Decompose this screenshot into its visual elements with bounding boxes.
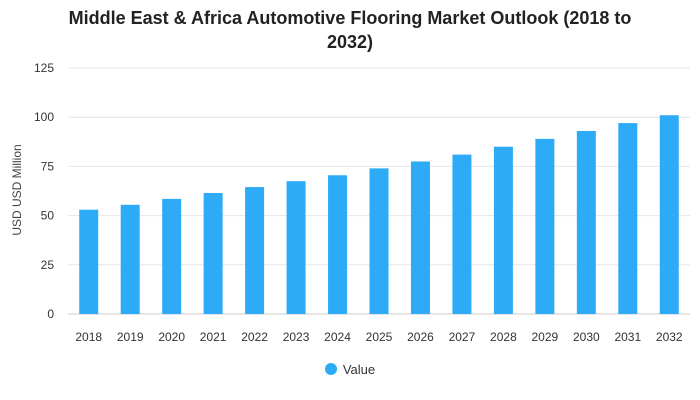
x-tick-label: 2024: [324, 330, 351, 344]
legend-swatch: [324, 363, 337, 375]
bar[interactable]: [535, 138, 555, 314]
y-tick-label: 125: [34, 61, 54, 75]
bar[interactable]: [618, 123, 638, 314]
bar[interactable]: [328, 175, 348, 314]
y-tick-labels: 0 25 50 75 100 125: [34, 61, 54, 321]
bar[interactable]: [452, 154, 472, 314]
y-tick-label: 100: [34, 110, 54, 124]
x-tick-label: 2028: [490, 330, 517, 344]
bar[interactable]: [120, 204, 140, 314]
bar[interactable]: [659, 115, 679, 315]
bars: [79, 115, 679, 315]
x-tick-label: 2020: [158, 330, 185, 344]
x-tick-label: 2031: [614, 330, 641, 344]
bar[interactable]: [245, 187, 265, 314]
bar[interactable]: [286, 181, 306, 314]
bar[interactable]: [203, 192, 223, 314]
y-tick-label: 75: [41, 159, 55, 173]
y-tick-label: 50: [41, 209, 55, 223]
x-tick-label: 2027: [449, 330, 476, 344]
x-tick-label: 2032: [656, 330, 683, 344]
y-tick-label: 25: [41, 258, 55, 272]
x-tick-label: 2018: [75, 330, 102, 344]
bar[interactable]: [576, 130, 596, 314]
y-tick-label: 0: [47, 307, 54, 321]
legend-label: Value: [342, 362, 376, 377]
x-tick-label: 2021: [200, 330, 227, 344]
bar[interactable]: [410, 161, 430, 314]
x-tick-label: 2019: [117, 330, 144, 344]
x-tick-label: 2023: [283, 330, 310, 344]
x-tick-label: 2030: [573, 330, 600, 344]
x-tick-labels: 2018 2019 2020 2021 2022 2023 2024 2025 2026 2027…: [75, 330, 683, 344]
bar[interactable]: [369, 168, 389, 314]
legend[interactable]: Value: [0, 362, 700, 377]
bar[interactable]: [493, 146, 513, 314]
chart-title: Middle East & Africa Automotive Flooring…: [0, 6, 700, 54]
bar[interactable]: [162, 198, 182, 314]
chart-title-line-2: 2032): [326, 32, 374, 52]
x-tick-label: 2029: [532, 330, 559, 344]
x-tick-label: 2022: [241, 330, 268, 344]
x-tick-label: 2026: [407, 330, 434, 344]
y-axis-label: USD USD Million: [10, 144, 24, 235]
x-tick-label: 2025: [366, 330, 393, 344]
bar[interactable]: [79, 209, 99, 314]
chart-title-line-1: Middle East & Africa Automotive Flooring…: [68, 8, 632, 28]
